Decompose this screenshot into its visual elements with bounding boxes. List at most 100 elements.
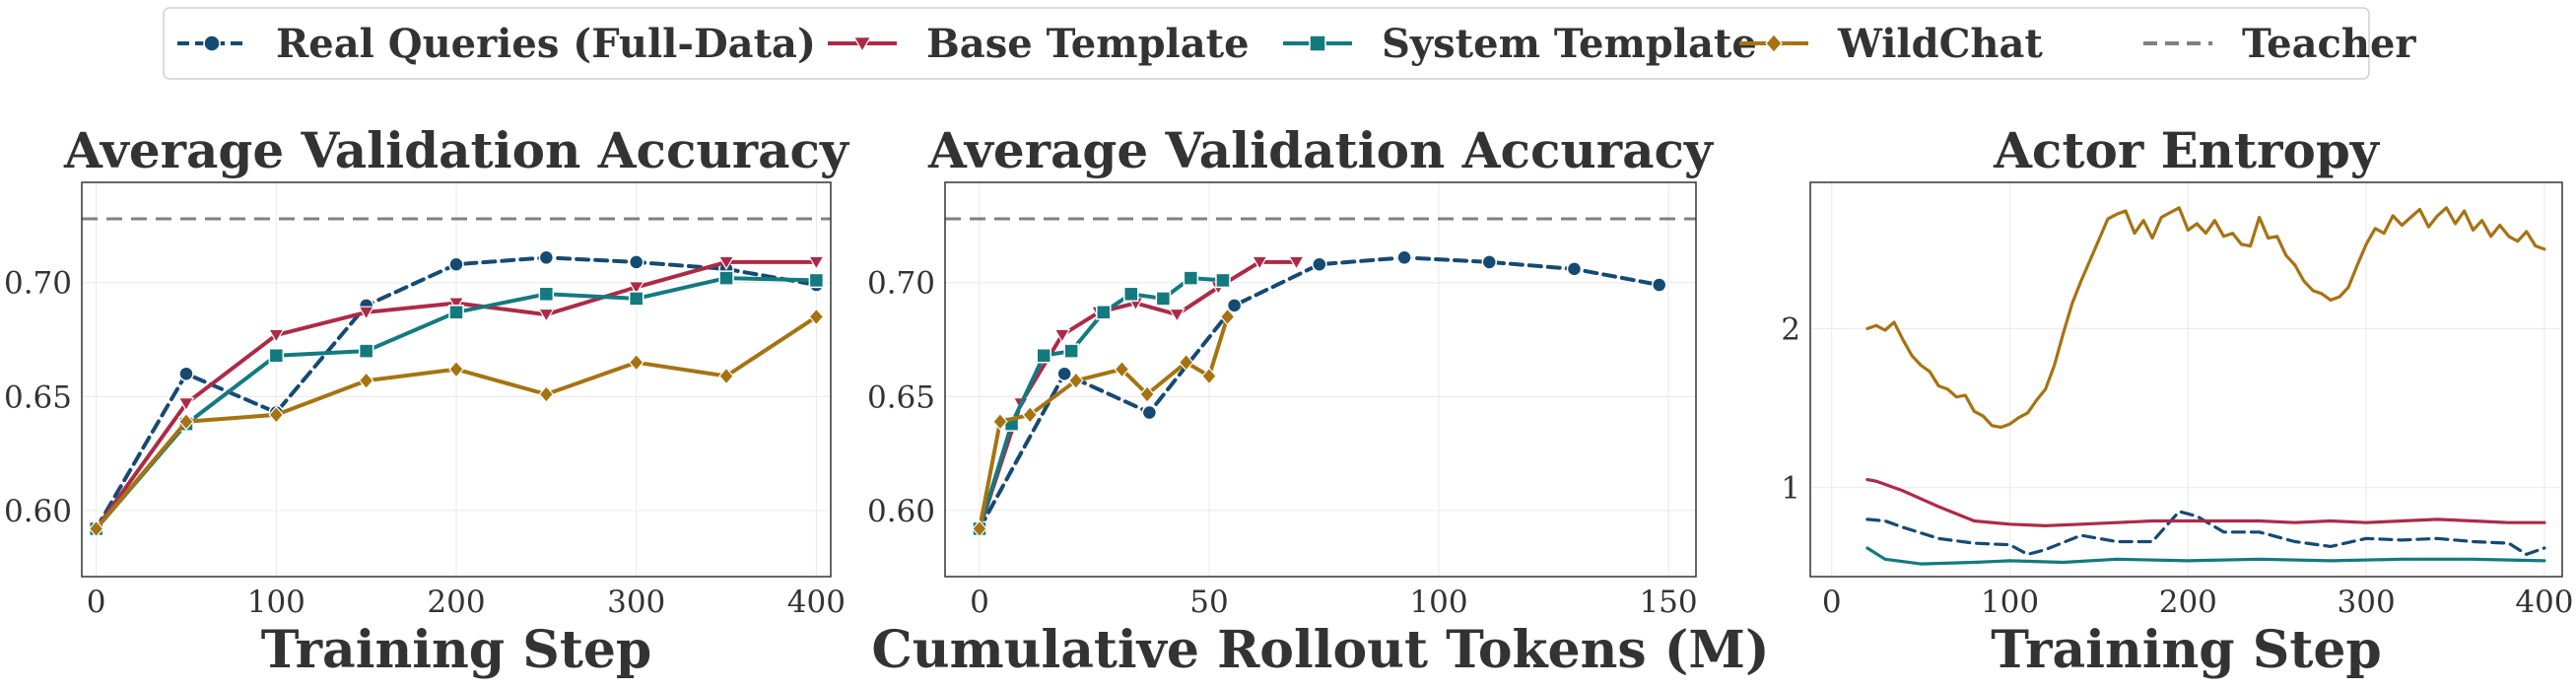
y-tick-label: 0.70 (867, 266, 935, 302)
data-point-real (178, 366, 194, 381)
legend-marker-base (852, 35, 872, 53)
data-point-wildchat (1139, 385, 1155, 403)
data-point-wildchat (992, 412, 1008, 431)
x-tick-label: 100 (1981, 585, 2039, 620)
legend-item-real: Real Queries (Full-Data) (177, 21, 816, 67)
data-point-wildchat (358, 372, 374, 390)
data-point-wildchat (718, 367, 734, 385)
legend-label-system: System Template (1382, 21, 1757, 67)
x-tick-label: 150 (1639, 585, 1697, 620)
data-point-base (267, 328, 285, 344)
data-point-wildchat (1114, 360, 1130, 379)
data-point-base (177, 397, 195, 412)
data-point-real (1651, 277, 1667, 293)
legend: Real Queries (Full-Data) Base Template Sys… (163, 7, 2416, 80)
chart-title: Average Validation Accuracy (927, 121, 1715, 179)
legend-item-teacher: Teacher (2143, 21, 2416, 67)
legend-box (163, 7, 2370, 80)
legend-label-wildchat: WildChat (1837, 21, 2043, 67)
data-point-wildchat (538, 385, 555, 403)
chart-panel-actor-entropy: 0 100 200 300 400 1 2 Actor Entropy Training S… (1781, 121, 2573, 680)
y-tick-label: 0.65 (867, 379, 935, 415)
data-point-real (1312, 256, 1327, 272)
y-tick-label: 0.70 (4, 266, 72, 302)
data-point-system (1183, 270, 1199, 286)
x-tick-label: 0 (1822, 585, 1842, 620)
series-line-wildchat (1865, 206, 2546, 429)
legend-item-system: System Template (1283, 21, 1757, 67)
x-tick-label: 50 (1189, 585, 1228, 620)
y-tick-label: 0.65 (4, 379, 72, 415)
data-point-real (1056, 366, 1072, 381)
x-tick-label: 100 (247, 585, 305, 620)
x-tick-label: 0 (87, 585, 106, 620)
legend-label-real: Real Queries (Full-Data) (276, 21, 816, 67)
data-point-wildchat (1201, 367, 1217, 385)
plot-frame (944, 181, 1697, 578)
y-tick-label: 0.60 (867, 494, 935, 529)
x-tick-label: 200 (427, 585, 485, 620)
data-point-wildchat (1068, 372, 1084, 390)
data-point-real (448, 256, 464, 272)
data-point-wildchat (1219, 308, 1236, 326)
x-tick-label: 100 (1409, 585, 1467, 620)
data-point-base (447, 297, 465, 311)
data-point-wildchat (178, 412, 194, 431)
data-point-base (717, 255, 735, 271)
data-point-wildchat (628, 353, 644, 372)
chart-title: Actor Entropy (1993, 121, 2381, 179)
data-point-wildchat (1178, 353, 1194, 372)
data-point-base (537, 308, 555, 323)
plot-frame (1809, 181, 2563, 578)
x-axis-label: Cumulative Rollout Tokens (M) (871, 620, 1769, 680)
chart-title: Average Validation Accuracy (63, 121, 850, 179)
data-point-real (1396, 249, 1412, 266)
y-tick-label: 0.60 (4, 494, 72, 529)
data-point-system (538, 286, 555, 303)
legend-marker-system (1309, 34, 1326, 52)
data-point-wildchat (448, 360, 464, 379)
series-line-real (1865, 510, 2546, 557)
legend-marker-wildchat (1765, 33, 1783, 54)
x-axis-label: Training Step (261, 620, 652, 680)
data-point-system (1123, 286, 1139, 303)
x-tick-label: 200 (2159, 585, 2217, 620)
series-line-system (1865, 546, 2546, 566)
legend-item-base: Base Template (828, 21, 1250, 67)
y-tick-label: 2 (1781, 311, 1800, 347)
data-point-system (1155, 291, 1172, 307)
x-tick-label: 300 (2338, 585, 2396, 620)
data-point-real (1566, 261, 1583, 277)
legend-label-base: Base Template (926, 21, 1250, 67)
legend-label-teacher: Teacher (2242, 21, 2416, 67)
data-point-base (807, 255, 825, 271)
data-point-base (1288, 255, 1305, 271)
x-tick-label: 300 (607, 585, 665, 620)
data-point-real (628, 254, 644, 270)
data-point-system (1036, 347, 1051, 364)
y-tick-label: 1 (1781, 471, 1800, 507)
data-point-system (628, 291, 644, 307)
data-point-system (1063, 343, 1079, 359)
data-point-system (1096, 305, 1112, 320)
x-tick-label: 400 (2515, 585, 2573, 620)
data-point-base (628, 281, 645, 296)
data-point-system (268, 347, 285, 364)
data-point-system (358, 343, 374, 359)
data-point-wildchat (1022, 405, 1039, 424)
data-point-base (1168, 308, 1186, 323)
data-point-system (808, 272, 825, 289)
data-point-wildchat (88, 519, 104, 538)
x-tick-label: 400 (787, 585, 846, 620)
data-point-real (538, 249, 555, 266)
data-point-base (358, 306, 375, 320)
data-point-real (1141, 404, 1158, 421)
series-line-real (978, 255, 1661, 531)
plot-frame (81, 181, 832, 578)
chart-panel-accuracy-vs-steps: 0 100 200 300 400 0.60 0.65 0.70 Average Valida… (4, 121, 850, 680)
data-point-wildchat (972, 519, 987, 538)
data-point-real (1226, 298, 1243, 313)
data-point-system (718, 270, 734, 286)
x-axis-label: Training Step (1991, 620, 2382, 680)
